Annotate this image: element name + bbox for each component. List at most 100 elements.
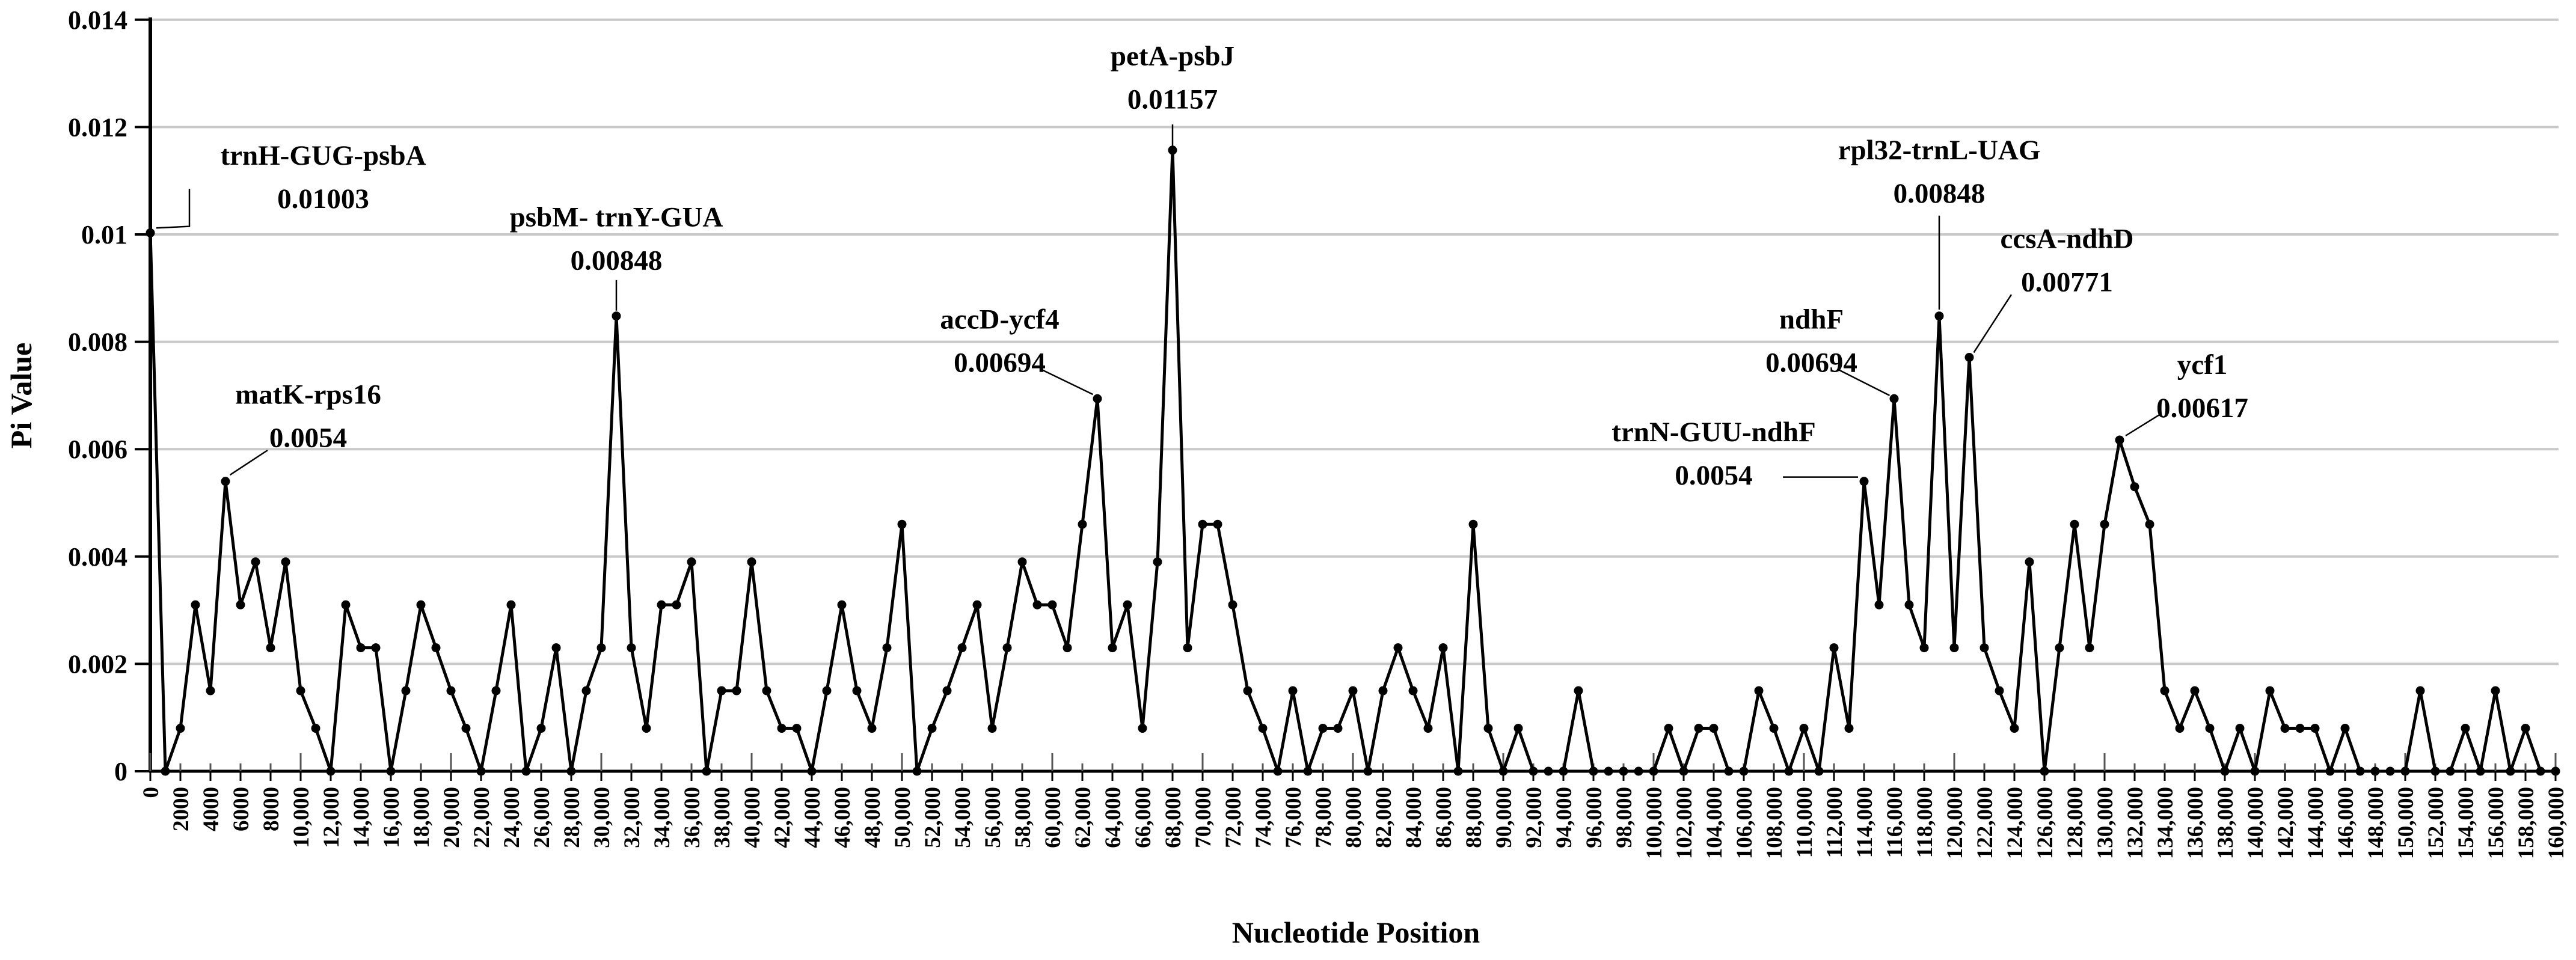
data-point <box>1318 724 1328 733</box>
x-tick-label: 46,000 <box>830 787 855 848</box>
x-tick-label: 76,000 <box>1281 787 1306 848</box>
data-point <box>1513 724 1523 733</box>
x-tick-label: 6000 <box>229 787 254 831</box>
data-point <box>2491 686 2500 696</box>
data-point <box>386 766 396 776</box>
annotation-gene-label: trnN-GUU-ndhF <box>1612 417 1815 448</box>
x-tick-label: 58,000 <box>1011 787 1035 848</box>
data-point <box>1784 766 1794 776</box>
data-point <box>401 686 411 696</box>
x-tick-label: 2000 <box>169 787 194 831</box>
data-point <box>747 557 756 567</box>
x-tick-label: 64,000 <box>1101 787 1126 848</box>
data-point <box>1919 643 1929 653</box>
x-tick-label: 114,000 <box>1853 787 1877 858</box>
x-tick-label: 72,000 <box>1221 787 1246 848</box>
data-point <box>1017 557 1027 567</box>
x-tick-label: 82,000 <box>1372 787 1396 848</box>
data-point <box>551 643 561 653</box>
data-point <box>2040 766 2049 776</box>
x-tick-label: 128,000 <box>2063 787 2088 859</box>
data-point <box>1889 394 1899 403</box>
data-point <box>2446 766 2455 776</box>
data-point <box>732 686 741 696</box>
x-tick-label: 158,000 <box>2514 787 2539 859</box>
annotation-gene-label: ndhF <box>1779 304 1844 335</box>
data-point <box>1679 766 1688 776</box>
data-point <box>1273 766 1283 776</box>
annotation-leader <box>229 449 268 476</box>
gridlines-layer <box>150 18 2559 665</box>
annotation-value-label: 0.0054 <box>269 422 347 453</box>
data-point <box>777 724 787 733</box>
data-point <box>176 724 185 733</box>
data-point <box>1198 519 1207 529</box>
annotation-leader <box>1041 368 1094 396</box>
data-point <box>1934 311 1944 321</box>
x-tick-label: 16,000 <box>379 787 404 848</box>
data-point <box>1604 766 1613 776</box>
y-tick-label: 0.012 <box>68 112 127 142</box>
x-tick-label: 80,000 <box>1342 787 1366 848</box>
data-point <box>1468 519 1478 529</box>
data-point <box>191 600 200 610</box>
annotation-value-label: 0.00771 <box>2021 266 2113 298</box>
data-point <box>2010 724 2019 733</box>
x-tick-label: 10,000 <box>289 787 314 848</box>
annotation-value-label: 0.00694 <box>954 347 1046 378</box>
data-point <box>1002 643 1012 653</box>
y-tick-label: 0 <box>114 757 127 786</box>
x-tick-label: 142,000 <box>2274 787 2298 859</box>
data-point <box>1574 686 1583 696</box>
x-tick-label: 20,000 <box>440 787 464 848</box>
x-tick-label: 154,000 <box>2454 787 2479 859</box>
data-point <box>1694 724 1704 733</box>
data-point <box>1829 643 1839 653</box>
data-point <box>2055 643 2064 653</box>
x-tick-label: 60,000 <box>1041 787 1066 848</box>
annotations-layer: trnH-GUG-psbA 0.01003 matK-rps16 0.0054 psbM… <box>156 41 2248 491</box>
x-tick-label: 122,000 <box>1973 787 1998 859</box>
data-point <box>2461 724 2470 733</box>
x-tick-label: 84,000 <box>1402 787 1426 848</box>
annotation-gene-label: petA-psbJ <box>1111 41 1234 72</box>
tick-labels-layer: 0 0.002 0.004 0.006 0.008 0.01 0.012 0.014 0 2000… <box>68 5 2569 859</box>
x-tick-label: 118,000 <box>1913 787 1937 858</box>
data-point <box>2100 519 2109 529</box>
data-point <box>341 600 351 610</box>
data-point <box>2325 766 2335 776</box>
data-point <box>2205 724 2215 733</box>
x-tick-label: 124,000 <box>2003 787 2028 859</box>
data-point <box>1709 724 1719 733</box>
data-point <box>1213 519 1222 529</box>
x-tick-label: 18,000 <box>409 787 434 848</box>
data-point <box>1949 643 1959 653</box>
data-point <box>326 766 336 776</box>
x-tick-label: 136,000 <box>2183 787 2208 859</box>
data-point <box>416 600 426 610</box>
data-point <box>1498 766 1508 776</box>
x-tick-label: 50,000 <box>891 787 915 848</box>
x-tick-label: 152,000 <box>2424 787 2449 859</box>
x-tick-label: 32,000 <box>620 787 645 848</box>
data-point <box>251 557 260 567</box>
data-point <box>1859 477 1869 486</box>
data-point <box>2160 686 2170 696</box>
data-point <box>807 766 817 776</box>
x-tick-label: 78,000 <box>1311 787 1336 848</box>
data-point <box>1438 643 1448 653</box>
data-point <box>1228 600 1237 610</box>
x-tick-label: 116,000 <box>1883 787 1907 858</box>
data-point <box>1333 724 1343 733</box>
data-point <box>431 643 441 653</box>
annotation-gene-label: accD-ycf4 <box>940 304 1059 335</box>
annotation-leader <box>1838 368 1891 397</box>
data-point <box>2476 766 2485 776</box>
data-point <box>446 686 456 696</box>
data-point <box>2385 766 2395 776</box>
data-point <box>2521 724 2530 733</box>
data-point <box>702 766 711 776</box>
x-tick-label: 70,000 <box>1191 787 1216 848</box>
x-tick-label: 44,000 <box>800 787 825 848</box>
x-tick-label: 8000 <box>259 787 284 831</box>
